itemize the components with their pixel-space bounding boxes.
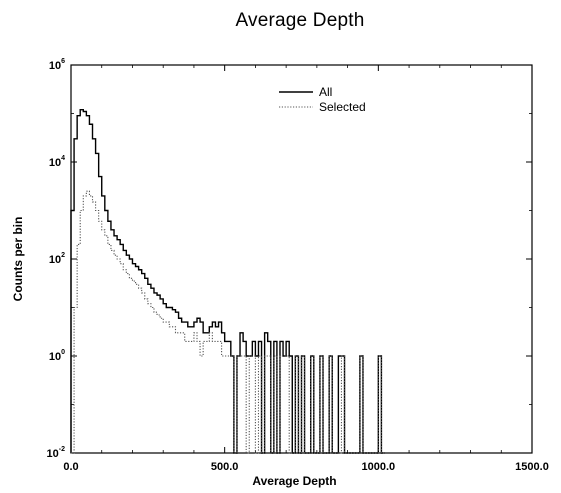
legend-label-selected: Selected xyxy=(319,100,366,114)
y-tick-label: 100 xyxy=(49,349,65,363)
x-tick-label: 0.0 xyxy=(63,461,78,473)
chart-title: Average Depth xyxy=(235,10,365,31)
y-axis-label: Counts per bin xyxy=(11,217,25,302)
y-tick-label: 106 xyxy=(49,58,65,72)
series-layer xyxy=(70,108,385,454)
y-tick-label: 102 xyxy=(49,252,65,266)
x-tick-label: 1500.0 xyxy=(515,461,549,473)
axes-layer: 0.0 500.0 1000.0 1500.0 106 104 102 100 10-2 Aver… xyxy=(11,58,549,488)
series-line-selected xyxy=(71,190,385,454)
y-tick-label: 104 xyxy=(49,155,65,169)
x-tick-label: 500.0 xyxy=(211,461,239,473)
x-tick-label: 1000.0 xyxy=(362,461,396,473)
legend-label-all: All xyxy=(319,85,332,99)
series-line-all xyxy=(70,108,385,454)
y-tick-label: 10-2 xyxy=(47,446,66,460)
x-axis-label: Average Depth xyxy=(252,474,336,488)
